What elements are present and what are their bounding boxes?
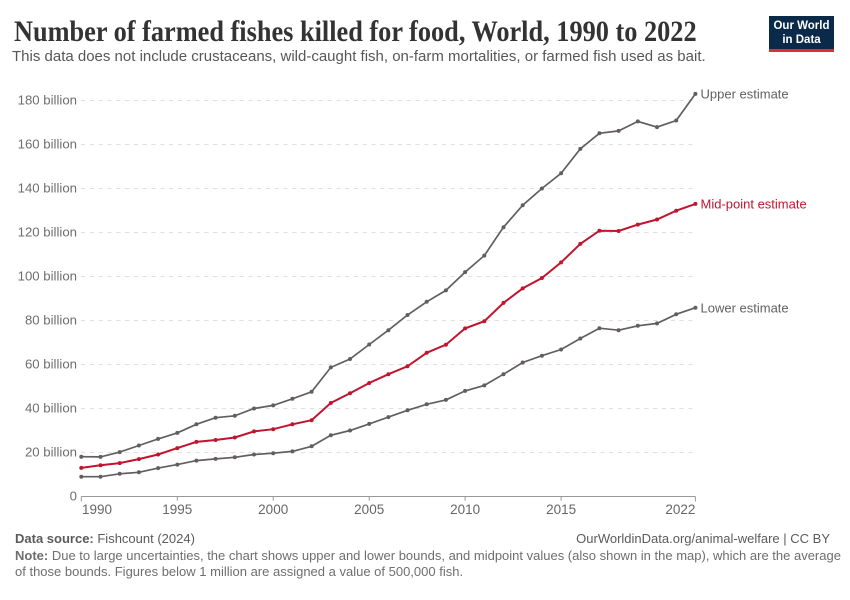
svg-text:Lower estimate: Lower estimate: [701, 301, 789, 316]
svg-text:120 billion: 120 billion: [18, 225, 77, 240]
svg-text:1990: 1990: [82, 502, 112, 517]
svg-text:140 billion: 140 billion: [18, 181, 77, 196]
svg-text:0: 0: [70, 489, 77, 504]
svg-text:1995: 1995: [162, 502, 192, 517]
svg-text:40 billion: 40 billion: [25, 401, 77, 416]
svg-text:2000: 2000: [258, 502, 288, 517]
svg-text:100 billion: 100 billion: [18, 269, 77, 284]
svg-text:60 billion: 60 billion: [25, 357, 77, 372]
svg-text:160 billion: 160 billion: [18, 137, 77, 152]
svg-text:180 billion: 180 billion: [18, 93, 77, 108]
svg-text:Mid-point estimate: Mid-point estimate: [701, 197, 807, 212]
svg-text:2022: 2022: [665, 502, 695, 517]
svg-text:2010: 2010: [450, 502, 480, 517]
svg-text:80 billion: 80 billion: [25, 313, 77, 328]
svg-text:Upper estimate: Upper estimate: [701, 87, 789, 102]
svg-text:2005: 2005: [354, 502, 384, 517]
svg-text:20 billion: 20 billion: [25, 445, 77, 460]
svg-text:2015: 2015: [546, 502, 576, 517]
